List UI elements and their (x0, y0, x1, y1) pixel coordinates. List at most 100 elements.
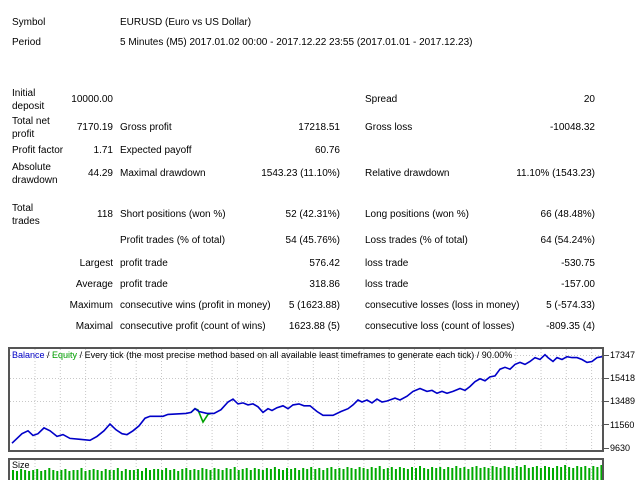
size-bar (471, 467, 474, 480)
stat-value: Largest (79, 258, 113, 269)
stat-value: 1623.88 (5) (288, 321, 340, 332)
stat-value: 10000.00 (71, 94, 113, 105)
y-axis-label: 15418 (610, 373, 636, 384)
size-bar (132, 470, 135, 480)
stat-label: Gross loss (365, 122, 413, 133)
size-bar (346, 467, 349, 480)
stat-cell: Gross profit 17218.51 (120, 121, 340, 134)
size-bar (36, 469, 39, 480)
stats-row-7: Average profit trade 318.86 loss trade -157.… (0, 278, 640, 291)
stat-label: consecutive loss (count of losses) (365, 321, 515, 332)
size-bar (96, 470, 99, 480)
size-bar (229, 469, 232, 480)
size-bar (205, 469, 208, 480)
y-axis-label: 11560 (610, 419, 635, 430)
y-axis-tick (604, 424, 609, 426)
size-bar (189, 470, 192, 480)
stats-row-1: Total net profit 7170.19 Gross profit 17218… (0, 114, 640, 141)
size-bar (519, 467, 522, 480)
symbol-row: Symbol EURUSD (Euro vs US Dollar) (0, 16, 640, 29)
size-bar (435, 468, 438, 480)
size-bar (24, 470, 27, 480)
size-bar (431, 467, 434, 480)
size-bar (28, 471, 31, 480)
stat-cell: loss trade -530.75 (365, 257, 595, 270)
size-bar (282, 470, 284, 480)
size-bar (88, 470, 91, 480)
stat-cell: Initial deposit 10000.00 (12, 87, 113, 113)
size-bar (330, 467, 333, 480)
size-bar (145, 468, 147, 480)
y-axis-tick (604, 377, 609, 379)
size-bar (141, 471, 143, 480)
size-bar (394, 469, 397, 480)
size-bar (153, 469, 156, 480)
stat-cell: Gross loss -10048.32 (365, 121, 595, 134)
size-bar (261, 470, 264, 480)
stat-label: Loss trades (% of total) (365, 235, 468, 246)
size-bar (72, 470, 75, 480)
stat-value: 17218.51 (298, 122, 340, 133)
stat-label: profit trade (120, 258, 168, 269)
size-bar (265, 468, 268, 480)
stat-cell: profit trade 576.42 (120, 257, 340, 270)
stat-value: 64 (54.24%) (540, 235, 595, 246)
size-bar (60, 470, 63, 480)
size-bar (374, 468, 377, 480)
stat-cell: Profit trades (% of total) 54 (45.76%) (120, 234, 340, 247)
size-bar (451, 468, 454, 480)
stat-cell: consecutive wins (profit in money) 5 (162… (120, 299, 340, 312)
size-bar (149, 470, 151, 480)
size-bar (378, 466, 381, 480)
size-bar (402, 468, 405, 480)
stat-value: 118 (97, 209, 113, 220)
size-bar (318, 468, 321, 480)
stat-cell: Maximum (12, 299, 113, 312)
stat-label: Short positions (won %) (120, 209, 226, 220)
size-bar (84, 471, 87, 480)
size-bar (181, 469, 184, 480)
stat-label: Maximal drawdown (120, 168, 206, 179)
stat-value: 11.10% (1543.23) (516, 168, 595, 179)
size-bar (548, 467, 550, 480)
size-bars-chart (12, 460, 602, 480)
size-bar (16, 471, 18, 480)
size-bar (314, 469, 317, 480)
size-bar (56, 471, 59, 480)
stat-value: -530.75 (561, 258, 595, 269)
legend-text: / (44, 350, 53, 360)
size-bar (68, 471, 71, 480)
y-axis-tick (604, 400, 609, 402)
size-bar (237, 470, 240, 480)
size-bar (531, 467, 534, 480)
size-bar (233, 467, 236, 480)
size-bar (12, 470, 14, 480)
stats-row-8: Maximum consecutive wins (profit in money… (0, 299, 640, 312)
legend-text: Balance (12, 350, 45, 360)
stat-cell: Maximal drawdown 1543.23 (11.10%) (120, 167, 340, 180)
size-bar (390, 467, 393, 480)
stat-label: consecutive profit (count of wins) (120, 321, 266, 332)
stat-value: -10048.32 (549, 122, 595, 133)
stat-label: Expected payoff (120, 145, 192, 156)
stat-value: Maximum (69, 300, 113, 311)
stat-value: 54 (45.76%) (285, 235, 340, 246)
stat-label: Initial deposit (12, 87, 45, 112)
stats-row-2: Profit factor 1.71 Expected payoff 60.76 (0, 144, 640, 157)
size-bar (564, 465, 567, 480)
statistics-table: Initial deposit 10000.00 Spread 20 Total net… (0, 86, 640, 333)
size-bar (40, 471, 43, 480)
stat-value: Average (75, 279, 113, 290)
size-bar (241, 469, 244, 480)
stat-cell: Total net profit 7170.19 (12, 115, 113, 141)
balance-line (11, 353, 602, 444)
stats-row-5: Profit trades (% of total) 54 (45.76%) Los… (0, 234, 640, 247)
stat-value: 66 (48.48%) (540, 209, 595, 220)
size-bar (76, 470, 79, 480)
size-bar (209, 470, 212, 480)
size-bar (108, 470, 111, 480)
size-bar (439, 467, 442, 480)
size-bar (398, 467, 401, 480)
size-bar (556, 466, 559, 480)
size-bar (157, 469, 160, 480)
